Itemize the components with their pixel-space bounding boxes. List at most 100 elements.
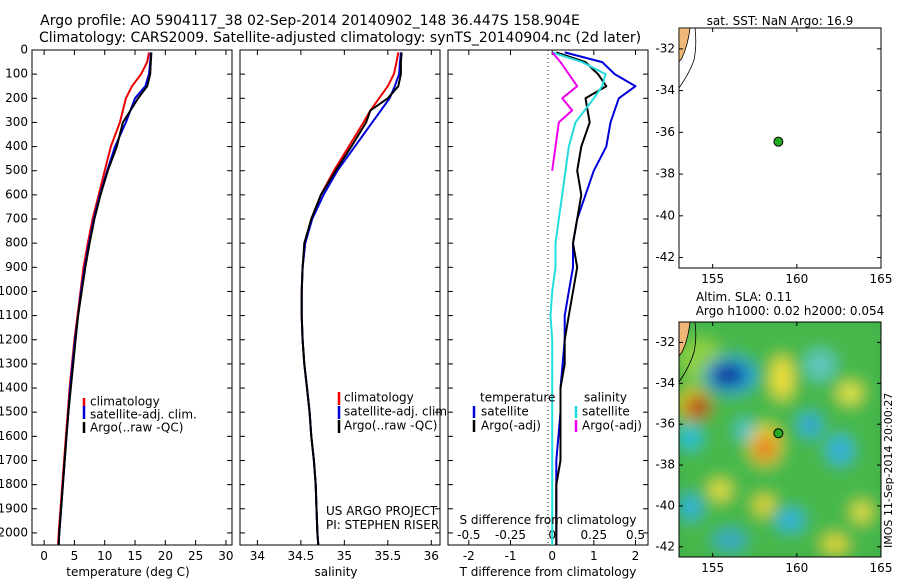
x-tick-label: 35	[337, 549, 352, 563]
x-tick-label: 15	[127, 549, 142, 563]
figure-title-line2: Climatology: CARS2009. Satellite-adjuste…	[39, 30, 641, 46]
sst-map-title: sat. SST: NaN Argo: 16.9	[707, 14, 854, 28]
legend-argo: Argo(..raw -QC)	[90, 421, 183, 435]
temperature-x-ticks: 0 5 10 15 20 25 30	[32, 49, 234, 563]
depth-tick-label: 1200	[0, 332, 28, 346]
depth-tick-label: 1400	[0, 381, 28, 395]
depth-tick-label: 200	[5, 91, 28, 105]
x-tick-label: 5	[71, 549, 79, 563]
depth-tick-label: 800	[5, 236, 28, 250]
lat-tick-label: -36	[655, 125, 675, 139]
lon-tick-label: 165	[870, 272, 893, 286]
x-top-tick-label: -0.5	[457, 528, 480, 542]
salinity-panel: 34 34.5 35 35.5 36 salinity climatology sate…	[239, 49, 451, 579]
depth-tick-label: 1700	[0, 453, 28, 467]
legend-argo: Argo(..raw -QC)	[344, 419, 437, 433]
x-top-tick-label: 0.25	[580, 528, 607, 542]
depth-tick-label: 900	[5, 260, 28, 274]
temperature-legend: climatology satellite-adj. clim. Argo(..…	[82, 395, 197, 435]
x-tick-label: -1	[505, 549, 517, 563]
series-argo-raw-qc-	[57, 52, 153, 546]
depth-tick-label: 400	[5, 139, 28, 153]
temperature-x-label: temperature (deg C)	[66, 565, 189, 579]
lat-tick-label: -42	[655, 539, 675, 553]
lat-tick-label: -42	[655, 250, 675, 264]
lat-tick-label: -32	[655, 41, 675, 55]
legend-header-temperature: temperature	[480, 391, 555, 405]
depth-tick-label: 1900	[0, 501, 28, 515]
x-tick-label: 35.5	[374, 549, 401, 563]
float-location-marker	[773, 136, 784, 147]
salinity-legend: climatology satellite-adj. clim. Argo(..…	[337, 391, 451, 433]
sla-coast-land	[679, 322, 691, 357]
salinity-x-label: salinity	[314, 565, 357, 579]
difference-profiles	[549, 51, 637, 545]
depth-tick-labels: 0 100 200 300 400 500 600 700 800 900 1000 1100 1200…	[0, 43, 28, 540]
x-tick-label: 25	[188, 549, 203, 563]
lat-tick-label: -38	[655, 458, 675, 472]
legend-header-salinity: salinity	[584, 391, 627, 405]
depth-tick-label: 1100	[0, 308, 28, 322]
salinity-x-ticks: 34 34.5 35 35.5 36	[240, 49, 440, 563]
depth-tick-label: 2000	[0, 525, 28, 539]
sst-map-ticks: 155 160 165 -32 -34 -36 -38 -40 -42	[655, 28, 892, 286]
depth-tick-label: 1300	[0, 356, 28, 370]
series-salinity-argo-adj-	[551, 51, 579, 171]
temperature-axes-frame	[31, 49, 233, 546]
s-difference-label: S difference from climatology	[460, 513, 637, 527]
x-top-tick-label: -0.25	[495, 528, 526, 542]
x-tick-label: 1	[590, 549, 598, 563]
lat-tick-label: -40	[655, 498, 675, 512]
series-argo-raw-qc-	[300, 52, 403, 546]
sla-map-title-2: Argo h1000: 0.02 h2000: 0.054	[696, 304, 885, 318]
depth-tick-label: 1000	[0, 284, 28, 298]
sla-map-panel: Altim. SLA: 0.11 Argo h1000: 0.02 h2000:…	[655, 290, 892, 575]
float-location-marker	[773, 428, 784, 439]
legend-satellite-adj: satellite-adj. clim.	[90, 408, 197, 422]
sla-map-frame	[678, 321, 882, 558]
coastline-land	[679, 28, 691, 63]
legend-sal-argo: Argo(-adj)	[582, 419, 642, 433]
legend-temp-satellite: satellite	[481, 405, 529, 419]
x-tick-label: 2	[632, 549, 640, 563]
sst-map-frame	[678, 27, 882, 269]
series-temperature-satellite	[555, 51, 637, 545]
project-credit: US ARGO PROJECT	[326, 504, 438, 518]
depth-tick-label: 500	[5, 163, 28, 177]
x-tick-label: 30	[218, 549, 233, 563]
legend-climatology: climatology	[90, 395, 160, 409]
depth-tick-label: 300	[5, 115, 28, 129]
lat-tick-label: -40	[655, 208, 675, 222]
x-tick-label: -2	[463, 549, 475, 563]
coastline-outline	[679, 28, 697, 89]
x-tick-label: 10	[97, 549, 112, 563]
depth-tick-label: 100	[5, 67, 28, 81]
series-salinity-satellite	[549, 51, 607, 545]
imos-watermark: IMOS 11-Sep-2014 20:00:27	[882, 393, 895, 548]
depth-tick-label: 1500	[0, 405, 28, 419]
lon-tick-label: 155	[701, 272, 724, 286]
depth-tick-label: 600	[5, 187, 28, 201]
x-tick-label: 34.5	[288, 549, 315, 563]
depth-tick-label: 1600	[0, 429, 28, 443]
x-tick-label: 34	[250, 549, 265, 563]
lon-tick-label: 160	[785, 272, 808, 286]
legend-climatology: climatology	[344, 391, 414, 405]
legend-satellite-adj: satellite-adj. clim.	[344, 405, 451, 419]
x-tick-label: 0	[548, 549, 556, 563]
lon-tick-label: 165	[870, 561, 893, 575]
temperature-profiles	[57, 52, 153, 546]
sst-map-panel: sat. SST: NaN Argo: 16.9 155 160 165 -32 -34…	[655, 14, 892, 286]
difference-x-ticks: -2 -1 0 1 2-0.5 -0.25 0 0.25 0.5	[448, 49, 648, 563]
lon-tick-label: 160	[785, 561, 808, 575]
depth-tick-label: 0	[20, 43, 28, 57]
sla-map-title-1: Altim. SLA: 0.11	[696, 290, 792, 304]
sla-map-ticks: 155 160 165 -32 -34 -36 -38 -40 -42	[655, 322, 892, 575]
x-tick-label: 20	[158, 549, 173, 563]
salinity-axes-frame	[239, 49, 441, 546]
lat-tick-label: -38	[655, 167, 675, 181]
lat-tick-label: -36	[655, 417, 675, 431]
difference-legend: temperature salinity satellite Argo(-adj…	[472, 391, 642, 433]
depth-tick-label: 1800	[0, 477, 28, 491]
